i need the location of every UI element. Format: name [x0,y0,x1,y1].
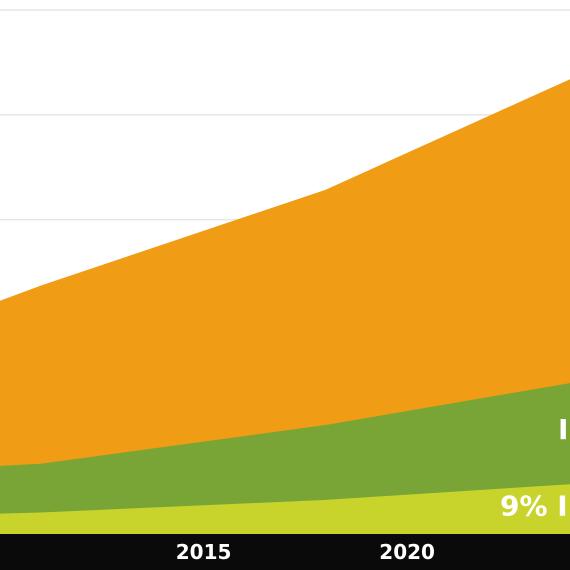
area-label-1: I [558,413,568,446]
area-series [0,79,570,534]
x-axis-ticks: 2015 2020 [176,540,435,564]
area-series-0 [0,484,570,534]
x-tick-label-0: 2015 [176,540,232,564]
x-axis-band [0,534,570,570]
x-tick-label-1: 2020 [379,540,435,564]
area-labels: 9% I I [500,413,568,523]
area-label-0: 9% I [500,490,568,523]
